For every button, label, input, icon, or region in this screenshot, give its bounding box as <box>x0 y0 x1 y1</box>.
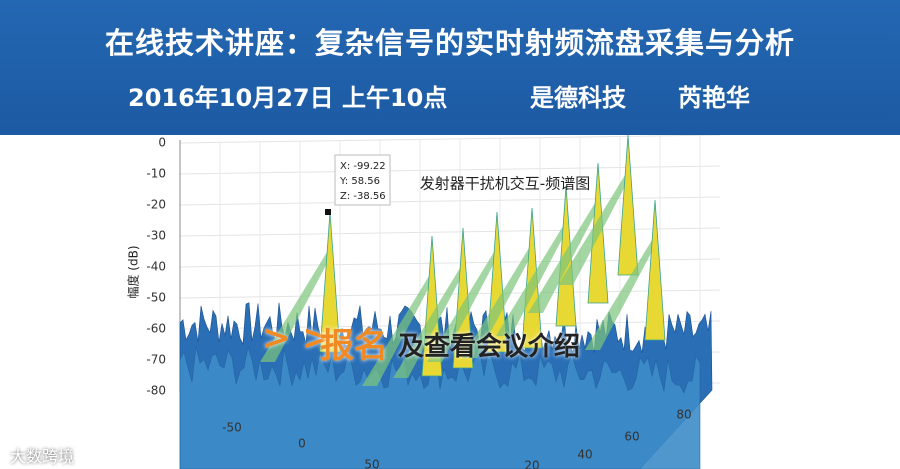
datatip-line: X: -99.22 <box>340 161 386 172</box>
z-tick-label: 0 <box>158 136 166 150</box>
header: 在线技术讲座：复杂信号的实时射频流盘采集与分析 2016年10月27日 上午10… <box>0 0 900 135</box>
z-tick-label: -30 <box>146 229 166 243</box>
watermark: 大数跨境 <box>10 447 75 466</box>
peak-ridge <box>393 268 466 378</box>
y-tick-label: 60 <box>624 430 639 444</box>
datatip-line: Y: 58.56 <box>339 176 380 187</box>
z-tick-label: -10 <box>146 167 166 181</box>
peak-ridge <box>496 226 569 336</box>
datatip-box <box>334 154 391 206</box>
header-company: 是德科技 <box>530 84 626 112</box>
grid-line <box>179 196 721 206</box>
peak <box>617 134 639 276</box>
z-tick-label: -50 <box>146 291 166 305</box>
axis-labels: 0 -10 -20 -30 -40 -50 -60 -70 -80 -50 0 50 20 40 60 80 <box>146 136 691 469</box>
datatip-marker <box>325 209 331 215</box>
peak <box>644 199 666 341</box>
grid-line <box>179 227 721 237</box>
z-axis-label: 幅度 (dB) <box>126 245 141 298</box>
z-tick-label: -40 <box>146 260 166 274</box>
z-tick-label: -60 <box>146 322 166 336</box>
cta-text[interactable]: 及查看会议介绍 <box>398 332 581 362</box>
grid-line <box>179 165 721 175</box>
z-tick-label: -20 <box>146 198 166 212</box>
peak-ridge <box>427 252 500 362</box>
x-tick-label: 0 <box>298 437 306 451</box>
cta-arrows[interactable]: > > <box>262 318 331 358</box>
cta-highlight[interactable]: 报名 <box>320 326 388 366</box>
datatip-line: Z: -38.56 <box>340 191 386 202</box>
noise-front <box>179 346 701 469</box>
peak-ridge <box>260 252 333 362</box>
x-tick-label: -50 <box>222 421 242 435</box>
peak-ridge <box>462 248 535 358</box>
y-tick-label: 40 <box>577 448 592 462</box>
header-date: 2016年10月27日 上午10点 <box>128 84 448 112</box>
x-tick-label: 50 <box>364 458 379 469</box>
y-tick-label: 80 <box>676 408 691 422</box>
peak-ridge <box>528 203 601 313</box>
y-tick-label: 20 <box>524 459 539 469</box>
peak <box>319 211 341 353</box>
header-speaker: 芮艳华 <box>678 84 750 112</box>
plot-title: 发射器干扰机交互-频谱图 <box>420 175 590 193</box>
spectrum-surface <box>179 134 713 469</box>
z-tick-label: -70 <box>146 353 166 367</box>
peak-ridge <box>362 276 435 386</box>
header-title: 在线技术讲座：复杂信号的实时射频流盘采集与分析 <box>104 26 795 60</box>
grid-line <box>179 134 721 144</box>
z-tick-label: -80 <box>146 384 166 398</box>
peak-ridge <box>558 175 631 285</box>
peak-ridge <box>585 240 658 350</box>
